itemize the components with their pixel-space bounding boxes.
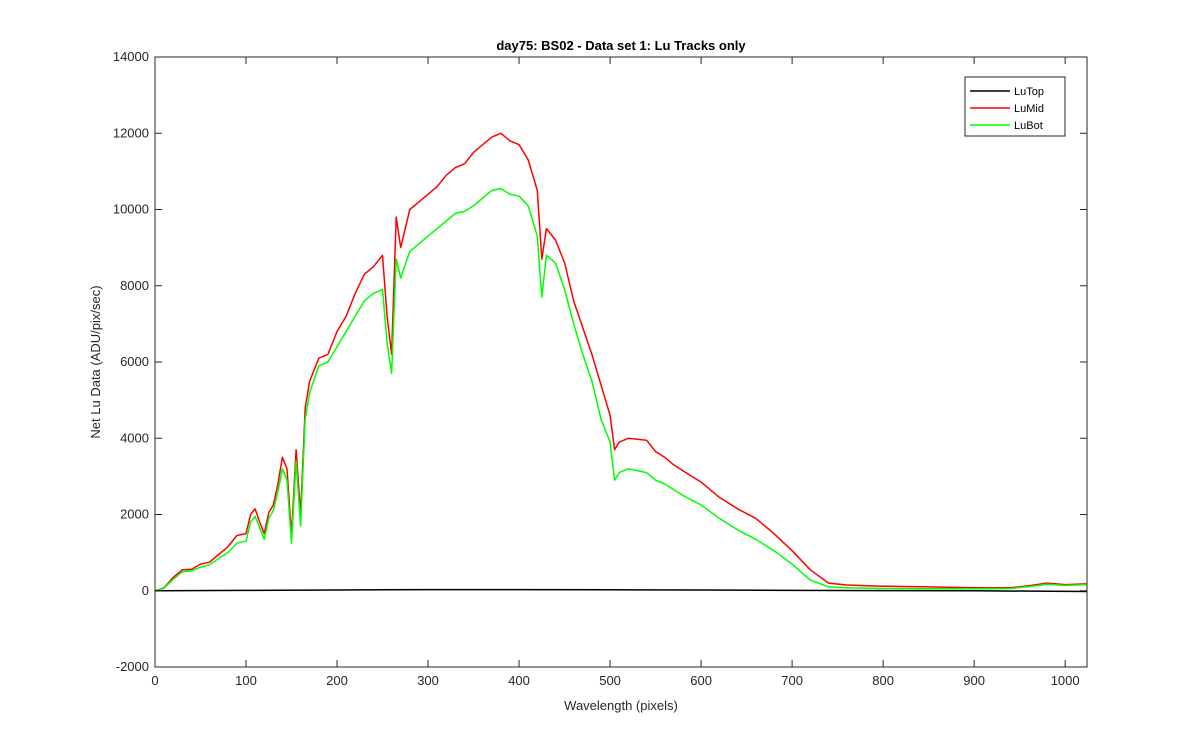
x-tick-label: 800	[872, 673, 894, 688]
series-line-lutop	[154, 588, 1088, 593]
legend-box	[964, 76, 1066, 137]
x-tick-label: 200	[326, 673, 348, 688]
x-tick-label: 100	[235, 673, 257, 688]
legend-label-lumid: LuMid	[1014, 103, 1044, 115]
y-tick-label: 4000	[120, 430, 149, 445]
x-tick-label: 1000	[1051, 673, 1080, 688]
x-tick-label: 0	[151, 673, 158, 688]
series-layer	[154, 132, 1088, 593]
y-tick-label: 6000	[120, 354, 149, 369]
y-axis-label: Net Lu Data (ADU/pix/sec)	[88, 285, 103, 438]
legend-label-lutop: LuTop	[1014, 86, 1044, 98]
legend-label-lubot: LuBot	[1014, 120, 1043, 132]
y-tick-label: 0	[142, 583, 149, 598]
series-line-lumid	[154, 132, 1088, 592]
x-tick-label: 600	[690, 673, 712, 688]
y-tick-label: 12000	[113, 125, 149, 140]
x-axis-ticks: 0 100 200 300 400 500 600 700 800 900 1000	[151, 57, 1080, 688]
y-tick-label: 14000	[113, 49, 149, 64]
legend: LuTop LuMid LuBot	[964, 76, 1066, 137]
x-tick-label: 300	[417, 673, 439, 688]
x-tick-label: 900	[963, 673, 985, 688]
chart-title: day75: BS02 - Data set 1: Lu Tracks only	[496, 38, 746, 53]
x-axis-label: Wavelength (pixels)	[564, 698, 678, 713]
y-tick-label: 2000	[120, 507, 149, 522]
y-axis-ticks: -2000 0 2000 4000 6000 8000 10000 12000 14000	[113, 49, 1087, 674]
x-tick-label: 700	[781, 673, 803, 688]
y-tick-label: -2000	[116, 659, 149, 674]
x-tick-label: 400	[508, 673, 530, 688]
series-line-lubot	[154, 187, 1088, 592]
plot-background	[155, 57, 1087, 667]
y-tick-label: 10000	[113, 202, 149, 217]
y-tick-label: 8000	[120, 278, 149, 293]
x-tick-label: 500	[599, 673, 621, 688]
